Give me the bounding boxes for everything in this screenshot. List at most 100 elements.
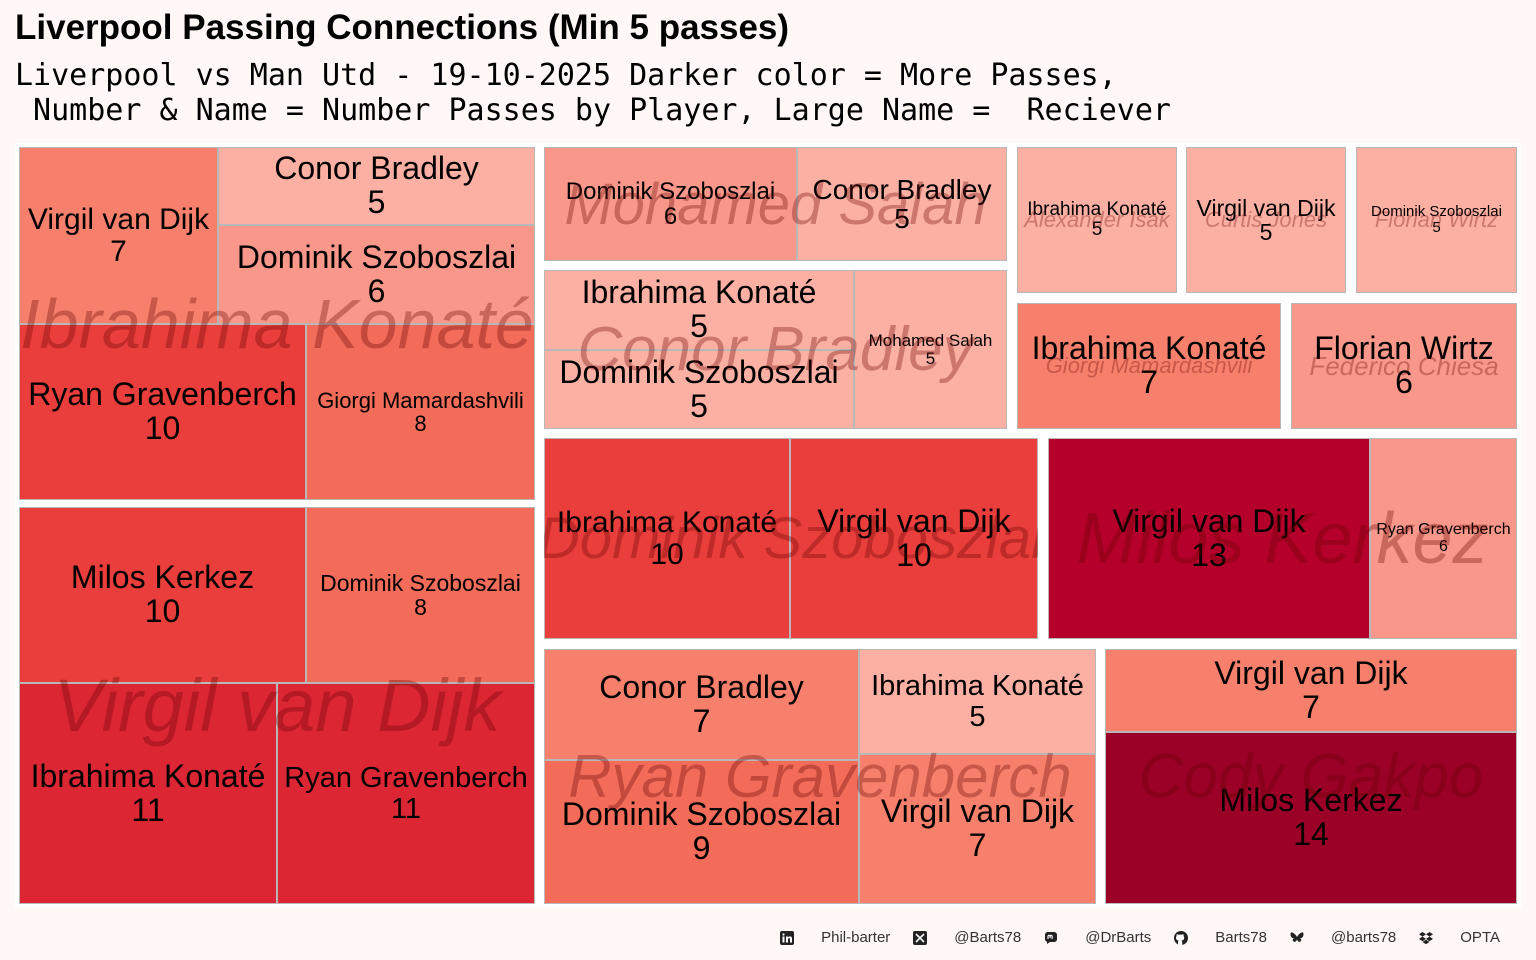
pass-count: 8 — [414, 594, 427, 620]
treemap-cell: Milos Kerkez 10 — [19, 507, 306, 683]
passer-name: Virgil van Dijk — [880, 793, 1075, 830]
pass-count: 7 — [1140, 364, 1158, 400]
treemap-group-federico-chiesa: Florian Wirtz 6 Federico Chiesa — [1291, 303, 1517, 429]
pass-count: 6 — [1439, 537, 1448, 555]
treemap-cell: Virgil van Dijk 7 — [19, 147, 218, 324]
passer-name: Ibrahima Konaté — [1031, 330, 1267, 367]
pass-count: 5 — [925, 348, 936, 368]
footer-text-bluesky: @barts78 — [1331, 929, 1397, 946]
treemap-group-milos-kerkez: Virgil van Dijk 13 Ryan Gravenberch 6 Milos … — [1048, 438, 1517, 639]
treemap-cell: Ibrahima Konaté 10 — [544, 438, 790, 639]
pass-count: 14 — [1293, 816, 1329, 852]
pass-count: 5 — [367, 184, 386, 220]
pass-count: 6 — [367, 272, 386, 309]
pass-count: 10 — [144, 593, 181, 629]
treemap-cell: Giorgi Mamardashvili 8 — [306, 324, 535, 500]
x-twitter-icon — [912, 930, 928, 946]
linkedin-icon — [779, 930, 795, 946]
pass-count: 8 — [414, 411, 427, 436]
pass-count: 10 — [144, 410, 181, 446]
treemap-group-cody-gakpo: Milos Kerkez 14 Virgil van Dijk 7 Cody Gakpo — [1105, 649, 1517, 904]
treemap-cell: Florian Wirtz 6 — [1291, 303, 1517, 429]
passer-name: Virgil van Dijk — [1196, 194, 1336, 221]
treemap-cell: Ibrahima Konaté 11 — [19, 683, 277, 904]
passer-name: Ibrahima Konaté — [30, 757, 266, 794]
footer-item-github[interactable]: Barts78 — [1173, 929, 1267, 946]
chart-subtitle: Liverpool vs Man Utd - 19-10-2025 Darker… — [15, 58, 1171, 128]
pass-count: 5 — [690, 308, 708, 344]
passer-name: Mohamed Salah — [868, 330, 993, 350]
passer-name: Ibrahima Konaté — [556, 506, 778, 539]
passer-name: Dominik Szoboszlai — [561, 796, 842, 833]
treemap-cell: Virgil van Dijk 7 — [859, 754, 1096, 904]
pass-count: 5 — [969, 700, 986, 733]
passer-name: Ibrahima Konaté — [871, 670, 1084, 703]
footer-item-mastodon[interactable]: @DrBarts — [1043, 929, 1151, 946]
pass-count: 9 — [692, 830, 711, 866]
treemap-cell: Ibrahima Konaté 5 — [859, 649, 1096, 754]
passer-name: Ryan Gravenberch — [28, 376, 297, 413]
passer-name: Ibrahima Konaté — [1027, 199, 1167, 221]
treemap-group-virgil-van-dijk: Ibrahima Konaté 11 Ryan Gravenberch 11 Milos… — [19, 507, 535, 904]
passer-name: Ryan Gravenberch — [284, 762, 528, 795]
mastodon-icon — [1043, 930, 1059, 946]
treemap-cell: Virgil van Dijk 7 — [1105, 649, 1517, 732]
treemap-cell: Ibrahima Konaté 5 — [544, 270, 854, 350]
pass-count: 11 — [390, 792, 422, 825]
treemap-cell: Dominik Szoboszlai 5 — [1356, 147, 1517, 293]
footer-item-linkedin[interactable]: Phil-barter — [779, 929, 890, 946]
passer-name: Dominik Szoboszlai — [320, 569, 521, 596]
passer-name: Dominik Szoboszlai — [236, 238, 517, 275]
passer-name: Conor Bradley — [599, 668, 804, 705]
footer-item-x[interactable]: @Barts78 — [912, 929, 1021, 946]
treemap-group-alexander-isak: Ibrahima Konaté 5 Alexander Isak — [1017, 147, 1177, 293]
footer-text-x: @Barts78 — [954, 929, 1022, 946]
pass-count: 7 — [1302, 688, 1320, 725]
treemap-chart: Ibrahima Konaté 11 Ryan Gravenberch 11 Milos… — [15, 143, 1521, 908]
footer-text-linkedin: Phil-barter — [821, 929, 891, 946]
github-icon — [1173, 930, 1189, 946]
treemap-cell: Dominik Szoboszlai 6 — [218, 225, 535, 324]
treemap-cell: Dominik Szoboszlai 9 — [544, 760, 859, 904]
pass-count: 5 — [1091, 219, 1103, 240]
treemap-group-florian-wirtz: Dominik Szoboszlai 5 Florian Wirtz — [1356, 147, 1517, 293]
pass-count: 5 — [894, 203, 910, 234]
footer-item-bluesky[interactable]: @barts78 — [1289, 929, 1396, 946]
passer-name: Milos Kerkez — [70, 559, 255, 596]
footer-text-dropbox: OPTA — [1460, 929, 1500, 946]
treemap-group-conor-bradley: Ibrahima Konaté 5 Dominik Szoboszlai 5 Moham… — [544, 270, 1007, 429]
passer-name: Dominik Szoboszlai — [559, 353, 839, 390]
pass-count: 6 — [1395, 364, 1413, 400]
treemap-cell: Dominik Szoboszlai 6 — [544, 147, 797, 261]
treemap-cell: Dominik Szoboszlai 5 — [544, 350, 854, 429]
treemap-cell: Conor Bradley 5 — [218, 147, 535, 225]
pass-count: 7 — [968, 827, 987, 863]
chart-title: Liverpool Passing Connections (Min 5 pas… — [15, 8, 790, 47]
footer-text-github: Barts78 — [1215, 929, 1267, 946]
footer-text-mastodon: @DrBarts — [1085, 929, 1152, 946]
pass-count: 13 — [1191, 536, 1227, 573]
treemap-cell: Ryan Gravenberch 10 — [19, 324, 306, 500]
treemap-cell: Virgil van Dijk 5 — [1186, 147, 1346, 293]
passer-name: Florian Wirtz — [1314, 330, 1494, 367]
treemap-cell: Conor Bradley 7 — [544, 649, 859, 760]
passer-name: Giorgi Mamardashvili — [317, 387, 524, 413]
treemap-cell: Mohamed Salah 5 — [854, 270, 1007, 429]
footer-item-dropbox[interactable]: OPTA — [1418, 929, 1500, 946]
pass-count: 5 — [1432, 219, 1441, 236]
footer-credits: Phil-barter @Barts78 @DrBarts Barts78 @b… — [757, 929, 1500, 946]
treemap-cell: Ryan Gravenberch 6 — [1370, 438, 1517, 639]
treemap-cell: Ibrahima Konaté 7 — [1017, 303, 1281, 429]
treemap-cell: Virgil van Dijk 13 — [1048, 438, 1370, 639]
passer-name: Virgil van Dijk — [817, 502, 1011, 539]
passer-name: Virgil van Dijk — [27, 203, 210, 236]
passer-name: Virgil van Dijk — [1214, 654, 1408, 691]
pass-count: 6 — [663, 203, 678, 230]
treemap-group-ibrahima-konate: Ryan Gravenberch 10 Giorgi Mamardashvili 8 V… — [19, 147, 535, 500]
treemap-cell: Conor Bradley 5 — [797, 147, 1007, 261]
pass-count: 10 — [650, 537, 684, 571]
pass-count: 7 — [110, 234, 127, 268]
bluesky-icon — [1289, 930, 1305, 946]
dropbox-icon — [1418, 930, 1434, 946]
treemap-group-curtis-jones: Virgil van Dijk 5 Curtis Jones — [1186, 147, 1346, 293]
